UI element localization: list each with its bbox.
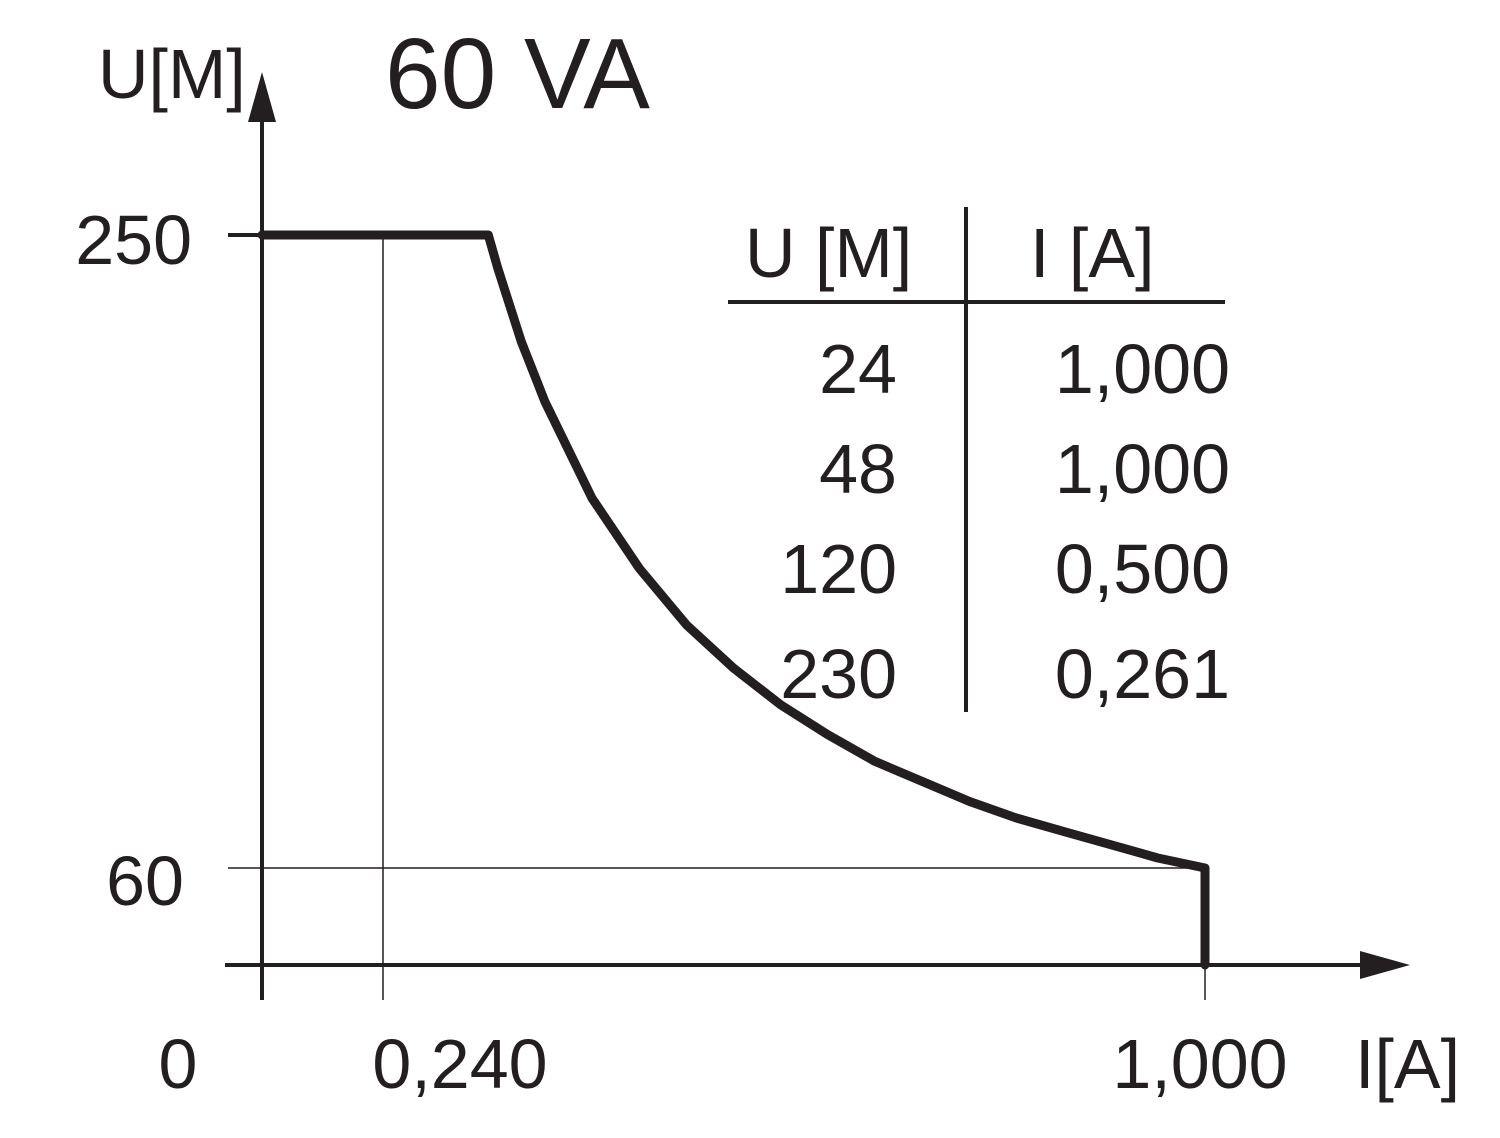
y-axis-arrow [248, 72, 276, 122]
chart-title: 60 VA [385, 18, 650, 130]
x-tick-label-1000: 1,000 [1112, 1025, 1287, 1103]
table-header-u: U [M] [745, 214, 912, 292]
table-cell-u-4: 230 [780, 635, 897, 713]
x-axis-arrow [1360, 951, 1410, 979]
series-line [257, 230, 1210, 970]
table-cell-i-2: 1,000 [1055, 430, 1230, 508]
table-cell-u-1: 24 [819, 330, 897, 408]
table-cell-i-3: 0,500 [1055, 530, 1230, 608]
y-tick-label-60: 60 [106, 842, 184, 920]
x-tick-label-0: 0 [159, 1025, 198, 1103]
table-cell-u-3: 120 [780, 530, 897, 608]
table-cell-i-1: 1,000 [1055, 330, 1230, 408]
table-header-i: I [A] [1030, 214, 1154, 292]
table-cell-u-2: 48 [819, 430, 897, 508]
y-axis-label: U[M] [98, 35, 246, 113]
x-axis-label: I[A] [1355, 1025, 1460, 1103]
x-tick-label-0240: 0,240 [372, 1025, 547, 1103]
y-tick-label-250: 250 [75, 201, 192, 279]
table-cell-i-4: 0,261 [1055, 635, 1230, 713]
